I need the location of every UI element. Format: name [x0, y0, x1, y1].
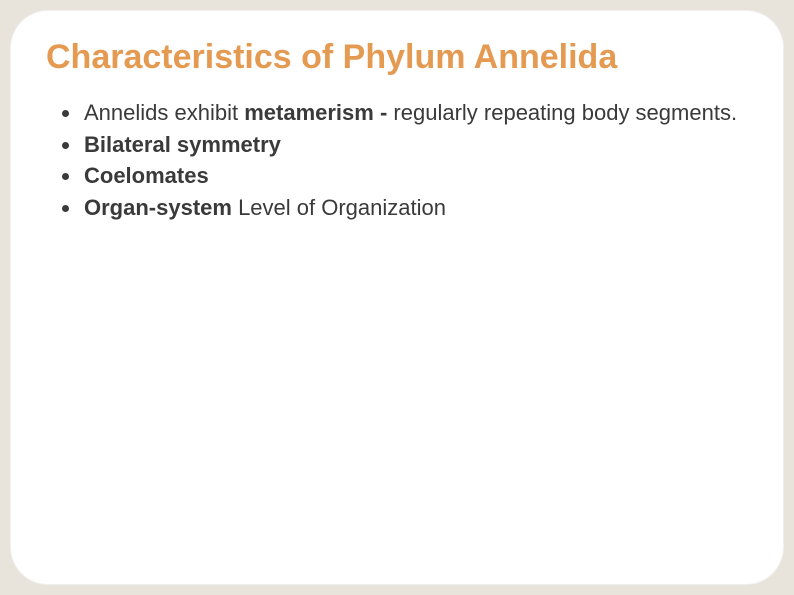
bullet-text-post: Level of Organization [232, 195, 446, 220]
bullet-text-pre: Annelids exhibit [84, 100, 244, 125]
bullet-text-bold: metamerism - [244, 100, 387, 125]
list-item: Annelids exhibit metamerism - regularly … [62, 98, 748, 128]
bullet-text-bold: Coelomates [84, 163, 209, 188]
bullet-text-bold: Organ-system [84, 195, 232, 220]
list-item: Bilateral symmetry [62, 130, 748, 160]
bullet-text-bold: Bilateral symmetry [84, 132, 281, 157]
slide-frame: Characteristics of Phylum Annelida Annel… [10, 10, 784, 585]
list-item: Coelomates [62, 161, 748, 191]
slide-title: Characteristics of Phylum Annelida [46, 38, 748, 76]
bullet-list: Annelids exhibit metamerism - regularly … [46, 98, 748, 223]
list-item: Organ-system Level of Organization [62, 193, 748, 223]
bullet-text-post: regularly repeating body segments. [387, 100, 737, 125]
